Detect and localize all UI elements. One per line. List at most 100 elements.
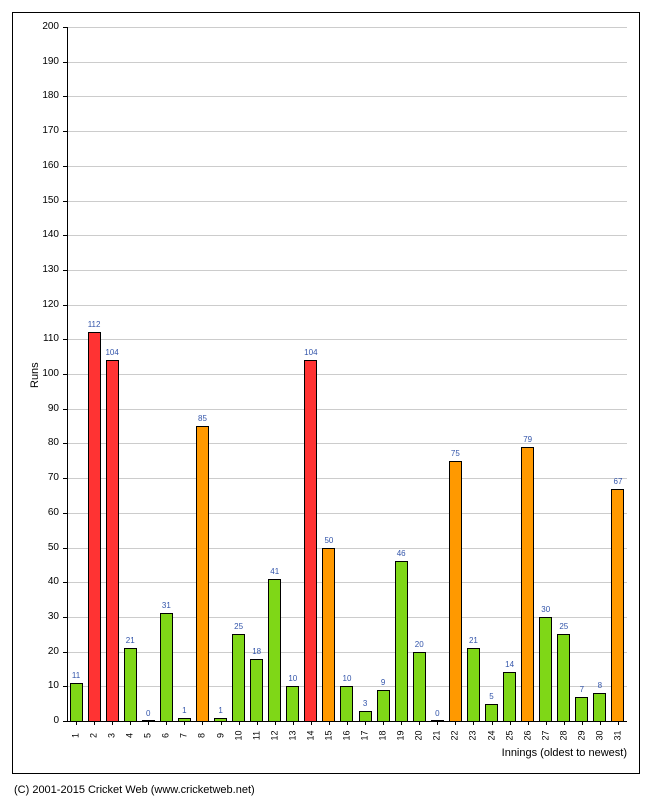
x-tick-label: 12	[270, 728, 279, 744]
x-tick-label: 23	[469, 728, 478, 744]
bar-value-label: 1	[212, 707, 230, 715]
bar	[449, 461, 462, 721]
bar-value-label: 25	[230, 623, 248, 631]
y-tick-label: 30	[13, 612, 59, 622]
x-tick-mark	[275, 721, 276, 725]
x-tick-label: 26	[523, 728, 532, 744]
gridline	[67, 131, 627, 132]
bar-value-label: 7	[573, 686, 591, 694]
gridline	[67, 305, 627, 306]
x-tick-label: 20	[415, 728, 424, 744]
x-tick-label: 22	[451, 728, 460, 744]
bar-value-label: 30	[537, 606, 555, 614]
bar	[395, 561, 408, 721]
x-tick-label: 5	[144, 728, 153, 744]
gridline	[67, 62, 627, 63]
y-tick-label: 140	[13, 230, 59, 240]
x-tick-label: 4	[126, 728, 135, 744]
bar	[268, 579, 281, 721]
gridline	[67, 478, 627, 479]
bar-value-label: 104	[103, 349, 121, 357]
bar	[485, 704, 498, 721]
x-tick-label: 7	[180, 728, 189, 744]
x-tick-label: 16	[343, 728, 352, 744]
x-tick-label: 28	[559, 728, 568, 744]
bar-value-label: 3	[356, 700, 374, 708]
y-tick-label: 40	[13, 577, 59, 587]
gridline	[67, 339, 627, 340]
bar	[286, 686, 299, 721]
bar	[250, 659, 263, 721]
x-tick-mark	[112, 721, 113, 725]
bar	[196, 426, 209, 721]
x-tick-mark	[510, 721, 511, 725]
x-tick-mark	[184, 721, 185, 725]
x-tick-mark	[546, 721, 547, 725]
y-tick-label: 90	[13, 404, 59, 414]
bar-value-label: 18	[248, 648, 266, 656]
x-tick-label: 17	[361, 728, 370, 744]
x-tick-mark	[437, 721, 438, 725]
bar	[611, 489, 624, 721]
bar-value-label: 5	[482, 693, 500, 701]
y-axis-line	[67, 27, 68, 721]
x-tick-mark	[94, 721, 95, 725]
bar-value-label: 104	[302, 349, 320, 357]
bar-value-label: 25	[555, 623, 573, 631]
gridline	[67, 96, 627, 97]
bar	[70, 683, 83, 721]
gridline	[67, 27, 627, 28]
y-tick-label: 10	[13, 681, 59, 691]
x-tick-label: 29	[577, 728, 586, 744]
bar-value-label: 8	[591, 682, 609, 690]
y-tick-label: 110	[13, 334, 59, 344]
bar	[160, 613, 173, 721]
gridline	[67, 582, 627, 583]
x-tick-label: 21	[433, 728, 442, 744]
bar-value-label: 20	[410, 641, 428, 649]
y-tick-label: 60	[13, 508, 59, 518]
bar	[232, 634, 245, 721]
x-tick-label: 25	[505, 728, 514, 744]
x-tick-label: 30	[595, 728, 604, 744]
bar	[106, 360, 119, 721]
bar-value-label: 79	[519, 436, 537, 444]
bar	[467, 648, 480, 721]
bar-value-label: 1	[175, 707, 193, 715]
x-tick-label: 9	[216, 728, 225, 744]
x-tick-mark	[202, 721, 203, 725]
bar-value-label: 11	[67, 672, 85, 680]
x-tick-mark	[401, 721, 402, 725]
bar	[575, 697, 588, 721]
x-tick-label: 27	[541, 728, 550, 744]
bar	[593, 693, 606, 721]
x-tick-mark	[618, 721, 619, 725]
bar-value-label: 41	[266, 568, 284, 576]
y-tick-label: 70	[13, 473, 59, 483]
y-tick-label: 50	[13, 543, 59, 553]
bar	[377, 690, 390, 721]
copyright-footer: (C) 2001-2015 Cricket Web (www.cricketwe…	[14, 784, 255, 796]
x-tick-label: 11	[252, 728, 261, 744]
bar-value-label: 9	[374, 679, 392, 687]
x-tick-mark	[347, 721, 348, 725]
gridline	[67, 513, 627, 514]
gridline	[67, 166, 627, 167]
bar	[88, 332, 101, 721]
x-tick-label: 19	[397, 728, 406, 744]
x-tick-mark	[166, 721, 167, 725]
x-tick-mark	[239, 721, 240, 725]
bar-value-label: 67	[609, 478, 627, 486]
bar	[413, 652, 426, 721]
gridline	[67, 270, 627, 271]
x-tick-label: 2	[90, 728, 99, 744]
bar-value-label: 31	[157, 602, 175, 610]
bar-value-label: 46	[392, 550, 410, 558]
x-tick-mark	[528, 721, 529, 725]
y-tick-label: 170	[13, 126, 59, 136]
x-tick-mark	[419, 721, 420, 725]
x-tick-label: 3	[108, 728, 117, 744]
bar-value-label: 75	[446, 450, 464, 458]
bar	[340, 686, 353, 721]
gridline	[67, 201, 627, 202]
